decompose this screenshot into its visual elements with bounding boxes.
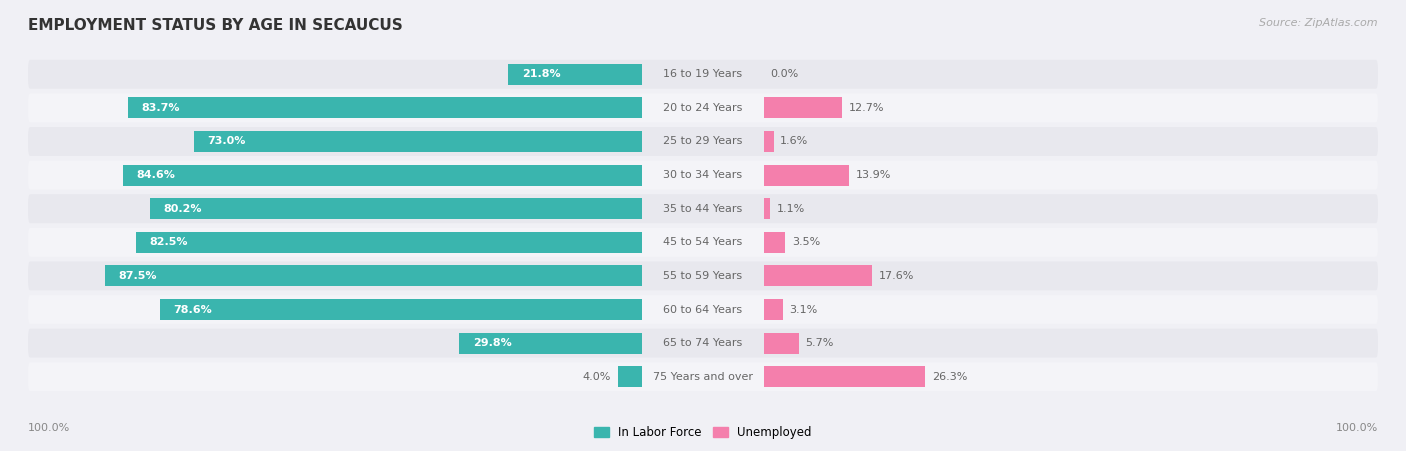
FancyBboxPatch shape [28,93,1378,122]
Text: 29.8%: 29.8% [472,338,512,348]
Text: 26.3%: 26.3% [932,372,967,382]
Bar [763,97,842,118]
FancyBboxPatch shape [28,161,1378,189]
Text: 20 to 24 Years: 20 to 24 Years [664,103,742,113]
FancyBboxPatch shape [28,362,1378,391]
Bar [763,198,770,219]
Bar [763,131,773,152]
Text: 30 to 34 Years: 30 to 34 Years [664,170,742,180]
Text: 5.7%: 5.7% [806,338,834,348]
Text: 83.7%: 83.7% [142,103,180,113]
Text: 21.8%: 21.8% [522,69,561,79]
Text: 16 to 19 Years: 16 to 19 Years [664,69,742,79]
Text: 87.5%: 87.5% [118,271,157,281]
FancyBboxPatch shape [28,228,1378,257]
Text: EMPLOYMENT STATUS BY AGE IN SECAUCUS: EMPLOYMENT STATUS BY AGE IN SECAUCUS [28,18,404,33]
Bar [149,198,643,219]
Bar [617,366,643,387]
Text: 17.6%: 17.6% [879,271,914,281]
Text: 55 to 59 Years: 55 to 59 Years [664,271,742,281]
Text: 65 to 74 Years: 65 to 74 Years [664,338,742,348]
Text: 3.1%: 3.1% [790,304,818,314]
Text: 82.5%: 82.5% [149,237,187,247]
FancyBboxPatch shape [28,295,1378,324]
Text: 35 to 44 Years: 35 to 44 Years [664,204,742,214]
Text: 25 to 29 Years: 25 to 29 Years [664,137,742,147]
FancyBboxPatch shape [28,262,1378,290]
Text: Source: ZipAtlas.com: Source: ZipAtlas.com [1260,18,1378,28]
Bar [763,266,872,286]
Bar [122,165,643,185]
Bar [763,333,799,354]
Bar [194,131,643,152]
Text: 3.5%: 3.5% [792,237,820,247]
Text: 4.0%: 4.0% [582,372,612,382]
Bar [763,165,849,185]
Bar [763,299,783,320]
Text: 73.0%: 73.0% [208,137,246,147]
Text: 80.2%: 80.2% [163,204,201,214]
Text: 12.7%: 12.7% [848,103,884,113]
Bar [763,232,785,253]
Text: 13.9%: 13.9% [856,170,891,180]
Bar [159,299,643,320]
Text: 100.0%: 100.0% [28,423,70,433]
FancyBboxPatch shape [28,60,1378,89]
Text: 60 to 64 Years: 60 to 64 Years [664,304,742,314]
FancyBboxPatch shape [28,194,1378,223]
Text: 1.6%: 1.6% [780,137,808,147]
FancyBboxPatch shape [28,329,1378,358]
Text: 0.0%: 0.0% [770,69,799,79]
Text: 100.0%: 100.0% [1336,423,1378,433]
Bar [135,232,643,253]
Bar [763,366,925,387]
Text: 78.6%: 78.6% [173,304,212,314]
Bar [105,266,643,286]
Legend: In Labor Force, Unemployed: In Labor Force, Unemployed [595,426,811,439]
Text: 45 to 54 Years: 45 to 54 Years [664,237,742,247]
Text: 84.6%: 84.6% [136,170,176,180]
Bar [509,64,643,85]
Bar [460,333,643,354]
Bar [128,97,643,118]
FancyBboxPatch shape [28,127,1378,156]
Text: 1.1%: 1.1% [778,204,806,214]
Text: 75 Years and over: 75 Years and over [652,372,754,382]
